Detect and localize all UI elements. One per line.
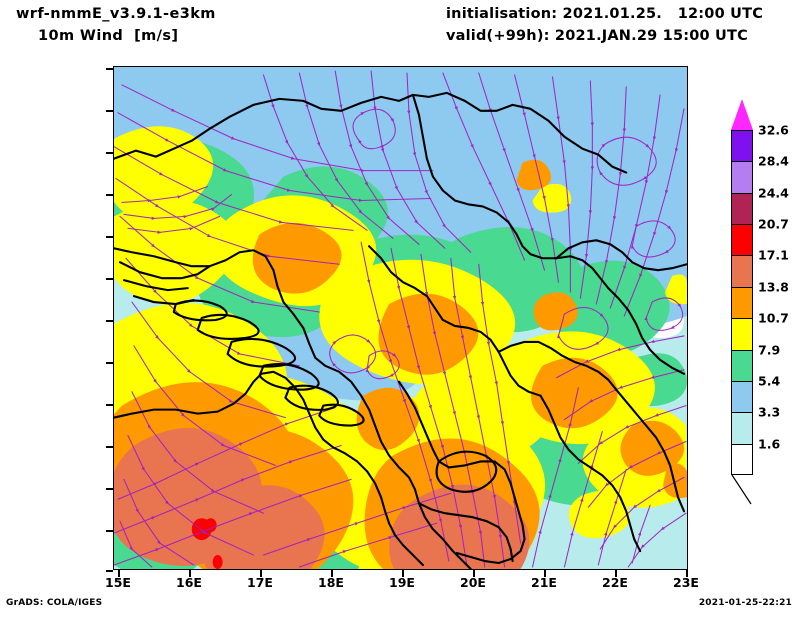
colorbar-tick-label: 17.1: [758, 247, 789, 263]
x-tick-mark: [686, 570, 688, 577]
colorbar[interactable]: [731, 130, 753, 475]
x-tick-label: 15E: [105, 575, 131, 590]
colorbar-band: [731, 130, 753, 162]
colorbar-tick-label: 10.7: [758, 310, 789, 326]
y-tick-mark: [106, 570, 113, 572]
colorbar-overflow-arrow: [731, 99, 753, 130]
colorbar-band: [731, 412, 753, 444]
colorbar-band: [731, 318, 753, 350]
colorbar-band: [731, 349, 753, 381]
y-tick-mark: [106, 488, 113, 490]
x-tick-mark: [260, 570, 262, 577]
x-tick-mark: [331, 570, 333, 577]
colorbar-tick-label: 24.4: [758, 185, 789, 201]
y-tick-mark: [106, 152, 113, 154]
map-plot-area[interactable]: [113, 66, 688, 570]
x-tick-label: 18E: [318, 575, 344, 590]
colorbar-tick-label: 28.4: [758, 153, 789, 169]
x-tick-label: 20E: [460, 575, 486, 590]
x-tick-mark: [118, 570, 120, 577]
x-tick-mark: [402, 570, 404, 577]
header: wrf-nmmE_v3.9.1-e3km 10m Wind [m/s] init…: [0, 0, 800, 58]
y-tick-mark: [106, 362, 113, 364]
colorbar-band: [731, 380, 753, 413]
x-tick-mark: [615, 570, 617, 577]
y-tick-mark: [106, 320, 113, 322]
y-tick-mark: [106, 68, 113, 70]
render-timestamp: 2021-01-25-22:21: [698, 598, 792, 608]
y-tick-mark: [106, 446, 113, 448]
x-tick-mark: [189, 570, 191, 577]
colorbar-band: [731, 161, 753, 193]
x-tick-mark: [473, 570, 475, 577]
valid-time-label: valid(+99h): 2021.JAN.29 15:00 UTC: [446, 28, 748, 44]
colorbar-tick-label: 13.8: [758, 279, 789, 295]
grads-credit-label: GrADS: COLA/IGES: [6, 598, 103, 608]
x-tick-label: 22E: [602, 575, 628, 590]
colorbar-band: [731, 224, 753, 256]
colorbar-band: [731, 443, 753, 475]
y-tick-mark: [106, 194, 113, 196]
y-tick-mark: [106, 110, 113, 112]
field-name-label: 10m Wind [m/s]: [38, 28, 179, 44]
colorbar-tick-label: 1.6: [758, 436, 781, 452]
y-tick-mark: [106, 236, 113, 238]
wind-speed-map: [114, 67, 687, 569]
x-tick-label: 19E: [389, 575, 415, 590]
colorbar-band: [731, 286, 753, 319]
colorbar-tick-label: 20.7: [758, 216, 789, 232]
x-tick-label: 17E: [247, 575, 273, 590]
colorbar-tick-label: 32.6: [758, 122, 789, 138]
x-tick-label: 21E: [531, 575, 557, 590]
colorbar-tick-label: 3.3: [758, 404, 781, 420]
colorbar-band: [731, 192, 753, 225]
colorbar-tick-label: 5.4: [758, 373, 781, 389]
x-tick-label: 16E: [176, 575, 202, 590]
x-tick-label: 23E: [673, 575, 699, 590]
colorbar-tick-label: 7.9: [758, 342, 781, 358]
initialisation-label: initialisation: 2021.01.25. 12:00 UTC: [446, 6, 764, 22]
model-name-label: wrf-nmmE_v3.9.1-e3km: [16, 6, 216, 22]
y-tick-mark: [106, 530, 113, 532]
y-tick-mark: [106, 404, 113, 406]
colorbar-underflow-tail: [731, 475, 752, 505]
y-tick-mark: [106, 278, 113, 280]
colorbar-band: [731, 255, 753, 287]
x-tick-mark: [544, 570, 546, 577]
